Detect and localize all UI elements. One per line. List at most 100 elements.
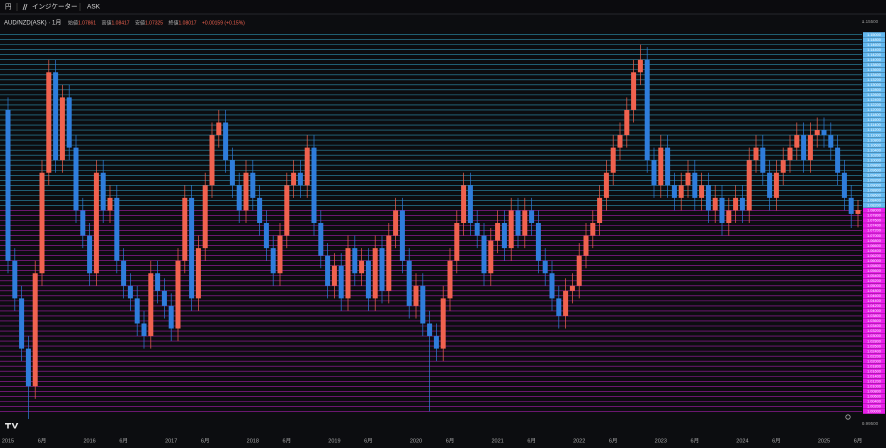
- price-label: 1.15000: [867, 33, 881, 37]
- candle-body: [202, 185, 208, 249]
- price-label: 1.14800: [867, 38, 881, 42]
- price-label-box: [863, 117, 885, 123]
- price-label-box: [863, 177, 885, 183]
- x-tick-label: 6月: [364, 437, 373, 444]
- price-label: 1.14200: [867, 53, 881, 57]
- price-label-box: [863, 192, 885, 198]
- ohlc-label: 終値: [169, 19, 179, 26]
- price-label: 1.14400: [867, 48, 881, 52]
- price-label: 1.14000: [867, 58, 881, 62]
- candle-body: [25, 348, 31, 387]
- candle-body: [80, 210, 86, 236]
- price-label-box: [863, 142, 885, 148]
- price-label-box: [863, 122, 885, 128]
- price-label: 1.07800: [867, 214, 881, 218]
- price-label: 1.00600: [867, 395, 881, 399]
- price-label-box: [863, 228, 885, 233]
- candle-body: [739, 197, 745, 211]
- candle-body: [352, 248, 358, 274]
- x-tick-label: 2025: [818, 438, 830, 444]
- candle-body: [223, 122, 229, 161]
- indicator-icon: [22, 3, 28, 11]
- price-label-box: [863, 298, 885, 304]
- candle-body: [671, 185, 677, 198]
- price-label-box: [863, 398, 885, 404]
- price-label: 1.12200: [867, 103, 881, 107]
- price-label: 1.05400: [867, 274, 881, 278]
- candle-body: [59, 97, 65, 161]
- x-tick-label: 6月: [854, 437, 863, 444]
- price-label-box: [863, 348, 885, 354]
- price-label: 1.08800: [867, 189, 881, 193]
- currency-button[interactable]: 円: [5, 3, 12, 11]
- price-label-box: [863, 107, 885, 113]
- price-label-box: [863, 42, 885, 48]
- candle-body: [66, 97, 72, 148]
- candle-body: [413, 285, 419, 306]
- candle-body: [705, 185, 711, 211]
- indicators-button[interactable]: インジケーター: [32, 2, 78, 11]
- candle-body: [563, 290, 569, 316]
- price-label: 1.00000: [867, 410, 881, 414]
- price-label: 1.13600: [867, 68, 881, 72]
- candle-body: [617, 135, 623, 148]
- candle-body: [529, 210, 535, 223]
- price-label-box: [863, 213, 885, 218]
- price-label: 1.13400: [867, 73, 881, 77]
- candle-body: [297, 172, 303, 186]
- candle-body: [250, 172, 256, 198]
- price-label-box: [863, 47, 885, 53]
- price-label-box: [863, 223, 885, 228]
- candle-body: [624, 109, 630, 136]
- chart-title: AUD/NZD(ASK) · 1月: [4, 20, 61, 27]
- price-label: 1.11200: [867, 128, 880, 132]
- price-label-box: [863, 353, 885, 359]
- candle-body: [467, 185, 473, 223]
- candle-body: [637, 59, 643, 73]
- candle-body: [658, 147, 664, 186]
- ohlc-value: 1.07861: [78, 20, 96, 26]
- price-label: 1.05000: [867, 284, 881, 288]
- price-label: 1.09800: [867, 163, 881, 167]
- price-label: 1.05200: [867, 279, 881, 283]
- candle-body: [53, 72, 59, 161]
- candle-body: [474, 223, 480, 236]
- price-label-box: [863, 67, 885, 73]
- price-type-button[interactable]: ASK: [87, 4, 101, 11]
- candle-body: [5, 109, 11, 261]
- price-label-box: [863, 52, 885, 58]
- price-label-box: [863, 383, 885, 389]
- price-label-box: [863, 238, 885, 243]
- price-label: 1.10000: [867, 158, 881, 162]
- candle-body: [603, 172, 609, 198]
- price-label-box: [863, 293, 885, 299]
- price-label: 1.01200: [867, 379, 881, 383]
- ohlc-value: 1.08017: [179, 20, 197, 26]
- price-label-box: [863, 378, 885, 384]
- candle-body: [433, 336, 439, 349]
- candle-body: [107, 197, 113, 211]
- price-label-box: [863, 157, 885, 163]
- price-label-box: [863, 338, 885, 344]
- x-tick-label: 2024: [736, 438, 748, 444]
- settings-icon[interactable]: [845, 414, 851, 420]
- candle-body: [127, 285, 133, 299]
- candle-body: [189, 197, 195, 299]
- candle-body: [420, 285, 426, 324]
- candle-body: [359, 260, 365, 274]
- price-label-box: [863, 358, 885, 364]
- price-label: 1.02200: [867, 354, 881, 358]
- price-label-box: [863, 393, 885, 399]
- price-label-box: [863, 318, 885, 324]
- plot-area: [0, 34, 862, 419]
- price-label-box: [863, 388, 885, 394]
- price-label: 1.04400: [867, 299, 881, 303]
- price-label: 1.08000: [867, 209, 881, 213]
- candle-body: [780, 160, 786, 173]
- candle-body: [365, 260, 371, 299]
- candle-body: [87, 235, 93, 274]
- candle-body: [610, 147, 616, 173]
- price-label-box: [863, 363, 885, 369]
- price-label: 1.12000: [867, 108, 881, 112]
- price-label-box: [863, 343, 885, 349]
